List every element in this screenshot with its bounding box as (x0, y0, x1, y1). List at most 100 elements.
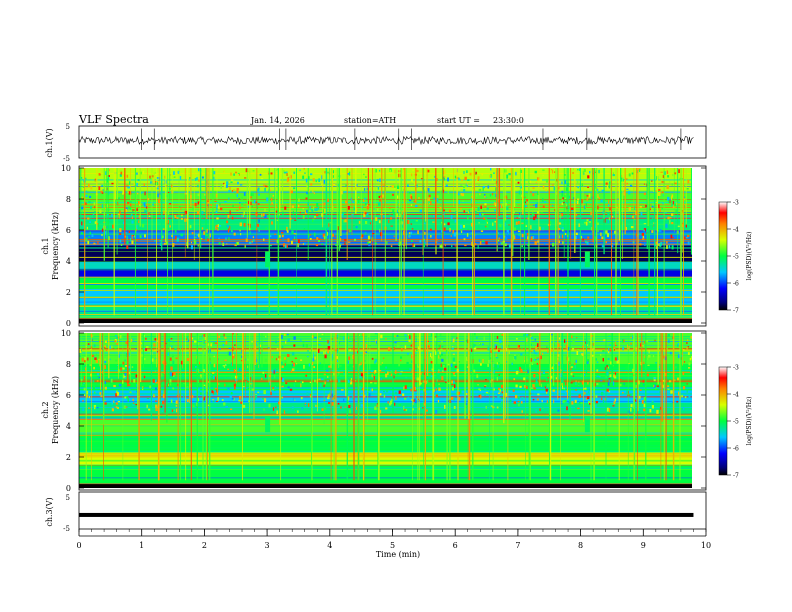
spectrogram-speckle (667, 388, 670, 390)
spectrogram-speckle (398, 404, 401, 406)
spectrogram-speckle (207, 236, 210, 239)
spectrogram-speckle (565, 344, 568, 349)
spectrogram-speckle (588, 389, 592, 391)
spectrogram-speckle (527, 200, 529, 205)
spectrogram-speckle (630, 408, 632, 412)
spectrogram-speckle (172, 190, 174, 193)
spectrogram-speckle (558, 361, 560, 366)
spectrogram-speckle (230, 172, 232, 176)
spectrogram-speckle (376, 179, 379, 182)
spectrogram-speckle (482, 185, 486, 189)
spectrogram-speckle (595, 404, 597, 408)
spectrogram-speckle (526, 338, 528, 342)
spectrogram-speckle (651, 225, 654, 229)
spectrogram-speckle (302, 215, 305, 219)
spectrogram-speckle (82, 211, 84, 214)
spectrogram-speckle (233, 369, 235, 373)
spectrogram-speckle (177, 171, 180, 174)
spectrogram-speckle (503, 169, 507, 173)
spectrogram-speckle (602, 400, 605, 403)
ch1-ylabel: ch.1(V) (45, 128, 54, 157)
spectrogram-speckle (441, 376, 444, 380)
spectrogram-speckle (441, 221, 443, 224)
spectrogram-speckle (531, 362, 534, 365)
spectrogram-speckle (635, 385, 637, 388)
spectrogram-speckle (444, 380, 447, 382)
spectrogram-speckle (521, 233, 524, 238)
spectrogram-speckle (374, 333, 378, 335)
spectrogram-speckle (196, 210, 199, 215)
spectrogram-speckle (275, 210, 278, 213)
spectrogram-speckle (332, 211, 334, 213)
spectrogram-speckle (561, 202, 564, 205)
spectrogram-speckle (255, 228, 257, 230)
spectrogram-speckle (240, 233, 242, 236)
spectrogram-speckle (478, 184, 480, 187)
spectrogram-speckle (614, 398, 616, 402)
spectrogram-speckle (361, 234, 364, 238)
spectrogram-speckle (520, 353, 523, 356)
spectrogram-speckle (554, 208, 556, 212)
spectrogram-speckle (289, 388, 293, 391)
spectrogram-speckle (309, 234, 312, 236)
spectrogram-speckle (113, 385, 116, 388)
spectrogram-speckle (229, 187, 231, 191)
spectrogram-speckle (384, 404, 386, 407)
spectrogram-speckle (197, 391, 200, 395)
spectrogram-speckle (111, 378, 113, 383)
spectrogram-speckle (609, 349, 612, 352)
spectrogram-speckle (434, 338, 438, 342)
spectrogram-speckle (681, 224, 684, 227)
spectrogram-speckle (86, 186, 88, 189)
spectrogram-speckle (671, 203, 673, 207)
spectrogram-speckle (614, 357, 617, 361)
spectrogram-speckle (445, 184, 448, 187)
spectrogram-speckle (592, 354, 594, 357)
spectrogram-speckle (628, 190, 631, 195)
spectrogram-speckle (504, 236, 508, 241)
spectrogram-speckle (116, 365, 119, 366)
spectrogram-speckle (542, 205, 545, 208)
spectrogram-speckle (314, 379, 316, 383)
spectrogram-speckle (231, 190, 233, 192)
time-axis-label: Time (min) (376, 550, 420, 559)
spectrogram-speckle (131, 240, 134, 244)
spectrogram-speckle (128, 384, 131, 386)
spectrogram-speckle (144, 191, 146, 196)
spectrogram-speckle (526, 358, 529, 362)
spectrogram-speckle (340, 243, 342, 246)
spectrogram-speckle (326, 228, 329, 230)
spectrogram-speckle (466, 233, 469, 237)
spectrogram-speckle (542, 371, 546, 374)
spectrogram-speckle (96, 373, 100, 376)
spectrogram-speckle (409, 335, 411, 339)
spectrogram-speckle (686, 342, 688, 344)
spectrogram-speckle (107, 192, 110, 195)
spectrogram-speckle (401, 211, 403, 215)
spectrogram-speckle (87, 217, 90, 220)
spectrogram-speckle (82, 186, 85, 188)
spectrogram-speckle (614, 376, 617, 379)
spectrogram-speckle (262, 397, 264, 400)
spectrogram-speckle (287, 238, 290, 243)
spectrogram-speckle (564, 339, 566, 343)
spectrogram-speckle (443, 170, 446, 175)
spectrogram-speckle (203, 397, 206, 401)
spectrogram-speckle (347, 379, 350, 383)
spectrogram-speckle (400, 371, 403, 373)
spectrogram-speckle (590, 212, 593, 216)
spectrogram-speckle (602, 385, 605, 387)
spectrogram-speckle (291, 406, 294, 409)
spectrogram-speckle (550, 375, 553, 379)
spectrogram-speckle (505, 361, 508, 363)
spectrogram-speckle (603, 339, 606, 342)
spectrogram-speckle (261, 213, 263, 217)
spectrogram-speckle (95, 383, 97, 387)
spectrogram-speckle (410, 196, 413, 200)
spectrogram-speckle (480, 205, 482, 209)
spectrogram-speckle (575, 389, 577, 391)
spectrogram-speckle (601, 391, 604, 396)
spectrogram-speckle (585, 203, 587, 207)
spectrogram-speckle (674, 172, 677, 175)
spectrogram-speckle (441, 345, 444, 348)
